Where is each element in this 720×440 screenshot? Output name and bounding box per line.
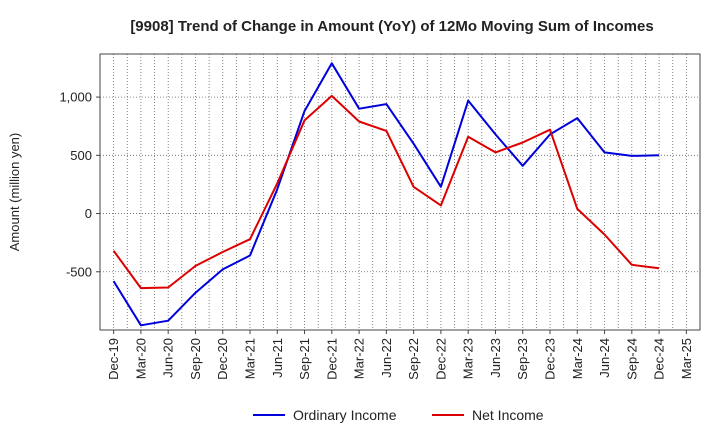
x-tick-label: Jun-21: [270, 338, 285, 378]
grid: [100, 54, 700, 330]
x-tick-label: Jun-20: [161, 338, 176, 378]
y-axis-label: Amount (million yen): [7, 133, 22, 252]
x-tick-label: Sep-22: [406, 338, 421, 380]
x-tick-label: Sep-21: [297, 338, 312, 380]
chart-title: [9908] Trend of Change in Amount (YoY) o…: [130, 18, 653, 35]
x-tick-label: Dec-22: [433, 338, 448, 380]
x-tick-labels: Dec-19 Mar-20 Jun-20 Sep-20 Dec-20 Mar-21 Jun-…: [106, 330, 694, 380]
x-tick-label: Mar-23: [461, 338, 476, 379]
x-tick-label: Mar-21: [243, 338, 258, 379]
series-line-net-income: [112, 94, 660, 290]
x-tick-label: Sep-24: [624, 338, 639, 380]
x-tick-label: Dec-20: [215, 338, 230, 380]
x-tick-label: Jun-22: [379, 338, 394, 378]
y-tick-label: 1,000: [59, 90, 92, 105]
x-tick-label: Sep-23: [515, 338, 530, 380]
legend-label: Net Income: [472, 407, 544, 423]
x-tick-label: Dec-23: [543, 338, 558, 380]
y-tick-label: 500: [70, 148, 92, 163]
x-tick-label: Mar-24: [570, 338, 585, 379]
series-group: [112, 62, 660, 327]
x-tick-label: Mar-20: [133, 338, 148, 379]
series-line-ordinary-income: [112, 62, 660, 327]
x-tick-label: Jun-23: [488, 338, 503, 378]
legend-label: Ordinary Income: [293, 407, 397, 423]
y-tick-labels: -500 0 500 1,000: [59, 90, 100, 279]
x-tick-label: Mar-25: [679, 338, 694, 379]
x-tick-label: Dec-19: [106, 338, 121, 380]
x-tick-label: Dec-24: [652, 338, 667, 380]
x-tick-label: Sep-20: [188, 338, 203, 380]
y-tick-label: 0: [85, 206, 92, 221]
x-tick-label: Jun-24: [597, 338, 612, 378]
legend: Ordinary Income Net Income: [253, 407, 544, 423]
plot-frame: [99, 53, 701, 331]
y-tick-label: -500: [66, 264, 92, 279]
x-tick-label: Dec-21: [324, 338, 339, 380]
x-tick-label: Mar-22: [352, 338, 367, 379]
